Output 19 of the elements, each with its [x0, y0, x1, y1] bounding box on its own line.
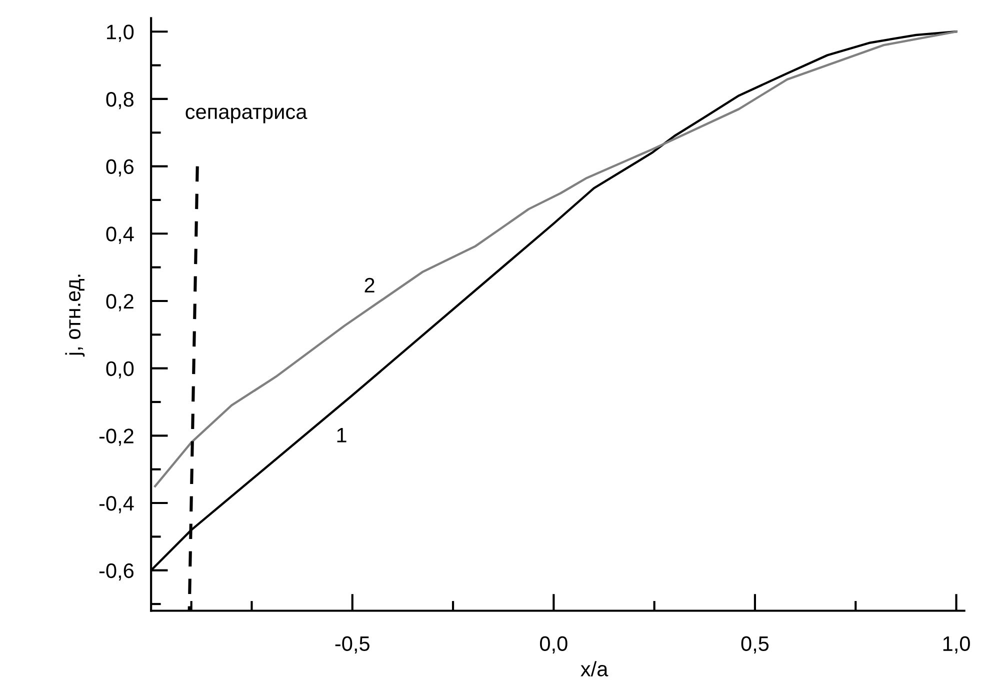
y-tick-label: 0,4: [106, 226, 134, 244]
text: сепаратриса: [186, 108, 308, 124]
x-tick-label: 0,0: [540, 636, 568, 654]
y-tick-label: 0,2: [106, 294, 134, 312]
series-label: 2: [364, 278, 374, 292]
x-tick-label: 1,0: [943, 636, 970, 654]
x-tick-label: -0,5: [335, 636, 370, 654]
x-axis-title: x/a: [580, 661, 608, 676]
y-tick-label: -0,6: [99, 563, 134, 581]
y-tick-label: 0,8: [106, 92, 134, 110]
line-series: [154, 30, 958, 488]
y-tick-label: 1,0: [107, 24, 134, 42]
series-label: 1: [337, 428, 346, 442]
y-tick-label: 0,6: [106, 159, 134, 177]
x-tick-label: 0,5: [741, 636, 769, 654]
y-tick-label: -0,2: [99, 428, 134, 446]
y-tick-label: -0,4: [99, 496, 134, 514]
y-tick-label: 0,0: [106, 361, 134, 379]
y-axis-title: j, отн.ед.: [65, 274, 85, 357]
